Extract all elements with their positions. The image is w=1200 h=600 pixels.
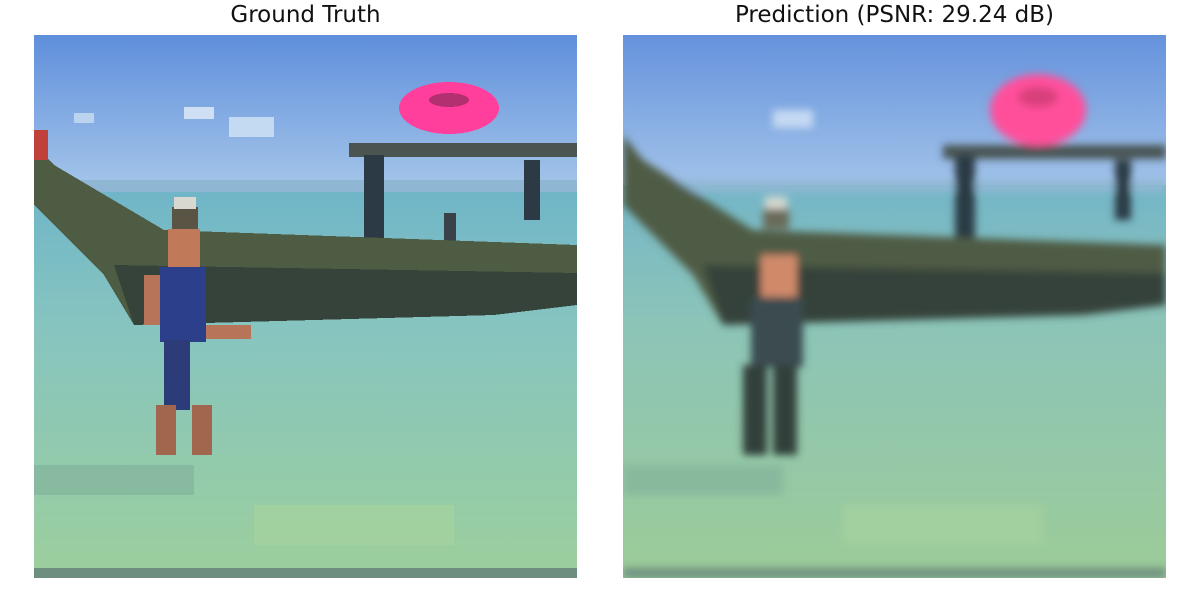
prediction-title: Prediction (PSNR: 29.24 dB) [734,2,1055,28]
prediction-image [623,35,1166,578]
ground-truth-title: Ground Truth [230,2,381,28]
ground-truth-image [34,35,577,578]
